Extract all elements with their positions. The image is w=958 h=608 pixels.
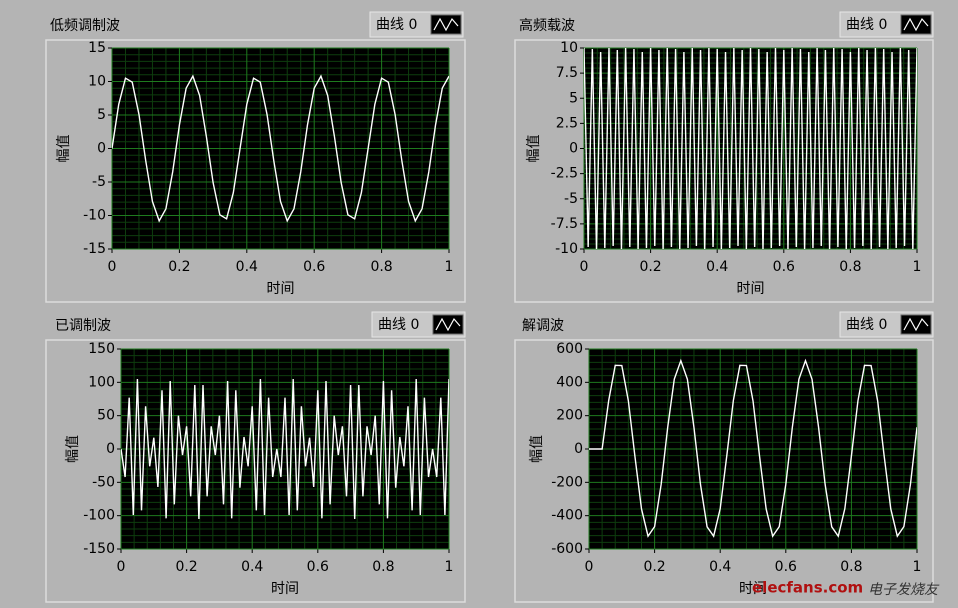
graph-title: 已调制波 xyxy=(55,318,111,334)
x-tick-label: 0 xyxy=(585,559,594,575)
y-tick-label: -7.5 xyxy=(551,216,578,232)
legend-swatch xyxy=(900,14,932,35)
y-tick-label: 200 xyxy=(556,408,583,424)
x-tick-label: 0.6 xyxy=(773,259,795,275)
y-tick-label: 100 xyxy=(88,374,115,390)
y-tick-label: -15 xyxy=(83,241,106,257)
y-tick-label: 150 xyxy=(88,341,115,357)
y-tick-label: -150 xyxy=(83,541,115,557)
y-axis-label: 幅值 xyxy=(56,135,72,163)
x-tick-label: 1 xyxy=(913,259,922,275)
x-tick-label: 0.6 xyxy=(303,259,325,275)
x-tick-label: 0.6 xyxy=(775,559,797,575)
legend-swatch xyxy=(430,14,462,35)
x-tick-label: 0.2 xyxy=(643,559,665,575)
legend-label: 曲线 0 xyxy=(846,17,887,33)
legend-icon xyxy=(903,317,929,332)
legend-icon xyxy=(433,17,459,32)
legend-icon xyxy=(435,317,461,332)
y-axis-label: 幅值 xyxy=(529,435,545,463)
y-tick-label: 5 xyxy=(97,107,106,123)
x-tick-label: 1 xyxy=(445,559,454,575)
legend-icon xyxy=(903,17,929,32)
watermark-site: elecfans.com xyxy=(752,579,863,597)
x-axis-label: 时间 xyxy=(737,281,765,297)
x-tick-label: 0 xyxy=(117,559,126,575)
graph-title: 高频载波 xyxy=(519,17,575,34)
x-tick-label: 0.4 xyxy=(236,259,258,275)
legend-label: 曲线 0 xyxy=(846,317,887,333)
y-tick-label: -10 xyxy=(555,241,578,257)
y-tick-label: -50 xyxy=(92,474,115,490)
x-tick-label: 0.4 xyxy=(709,559,731,575)
legend-swatch xyxy=(432,314,464,335)
plot-lines xyxy=(589,358,917,538)
y-axis-label: 幅值 xyxy=(65,435,81,463)
y-tick-label: -400 xyxy=(551,508,583,524)
graph: 低频调制波 曲线 0 0 0.2 0.4 0.6 0.8 1 -15 -10 -5 0 5 10 15 时间 幅… xyxy=(45,11,466,303)
graph-title: 低频调制波 xyxy=(50,18,120,34)
y-tick-label: -200 xyxy=(551,474,583,490)
x-axis-label: 时间 xyxy=(739,581,767,597)
series-line xyxy=(584,48,917,249)
series-line xyxy=(589,358,917,538)
y-tick-label: 0 xyxy=(569,141,578,157)
y-tick-label: 7.5 xyxy=(556,65,578,81)
legend-label: 曲线 0 xyxy=(376,17,417,33)
graph: 已调制波 曲线 0 0 0.2 0.4 0.6 0.8 1 -150 -100 -50 0 50 100 1… xyxy=(45,311,466,603)
y-tick-label: 600 xyxy=(556,341,583,357)
x-axis-label: 时间 xyxy=(271,581,299,597)
plot-lines xyxy=(584,48,917,249)
y-tick-label: 10 xyxy=(88,74,106,90)
y-tick-label: -100 xyxy=(83,508,115,524)
x-tick-label: 0.8 xyxy=(840,559,862,575)
legend: 曲线 0 xyxy=(369,11,464,38)
legend-label: 曲线 0 xyxy=(378,317,419,333)
legend-swatch xyxy=(900,314,932,335)
x-tick-label: 0.6 xyxy=(307,559,329,575)
x-tick-label: 0.2 xyxy=(175,559,197,575)
y-tick-label: 2.5 xyxy=(556,115,578,131)
x-tick-label: 0 xyxy=(108,259,117,275)
y-tick-label: -5 xyxy=(92,174,106,190)
legend: 曲线 0 xyxy=(371,311,466,338)
x-tick-label: 1 xyxy=(913,559,922,575)
x-axis-label: 时间 xyxy=(267,281,295,297)
x-tick-label: 0.8 xyxy=(370,259,392,275)
y-tick-label: -5 xyxy=(564,191,578,207)
graph: 高频载波 曲线 0 0 0.2 0.4 0.6 0.8 1 -10 -7.5 -5 -2.5 0 2.5 5… xyxy=(514,11,934,303)
y-tick-label: 0 xyxy=(106,441,115,457)
plot-lines xyxy=(121,378,449,520)
x-tick-label: 0.2 xyxy=(168,259,190,275)
x-tick-label: 0.4 xyxy=(241,559,263,575)
x-tick-label: 0.2 xyxy=(639,259,661,275)
y-tick-label: -10 xyxy=(83,208,106,224)
y-tick-label: 10 xyxy=(560,40,578,56)
legend: 曲线 0 xyxy=(839,11,934,38)
x-tick-label: 0 xyxy=(580,259,589,275)
graph-title: 解调波 xyxy=(522,318,564,334)
graph: 解调波 曲线 0 0 0.2 0.4 0.6 0.8 1 -600 -400 -200 0 200 400… xyxy=(514,311,934,603)
plot-lines xyxy=(112,74,449,223)
series-line xyxy=(112,74,449,223)
y-tick-label: 15 xyxy=(88,40,106,56)
watermark-text: 电子发烧友 xyxy=(868,582,940,598)
x-tick-label: 0.4 xyxy=(706,259,728,275)
y-tick-label: -600 xyxy=(551,541,583,557)
y-tick-label: -2.5 xyxy=(551,166,578,182)
y-tick-label: 0 xyxy=(97,141,106,157)
y-tick-label: 50 xyxy=(97,408,115,424)
x-tick-label: 0.8 xyxy=(372,559,394,575)
y-tick-label: 0 xyxy=(574,441,583,457)
x-tick-label: 1 xyxy=(445,259,454,275)
x-tick-label: 0.8 xyxy=(839,259,861,275)
series-line xyxy=(121,378,449,520)
y-axis-label: 幅值 xyxy=(526,135,542,163)
y-tick-label: 5 xyxy=(569,90,578,106)
legend: 曲线 0 xyxy=(839,311,934,338)
y-tick-label: 400 xyxy=(556,374,583,390)
